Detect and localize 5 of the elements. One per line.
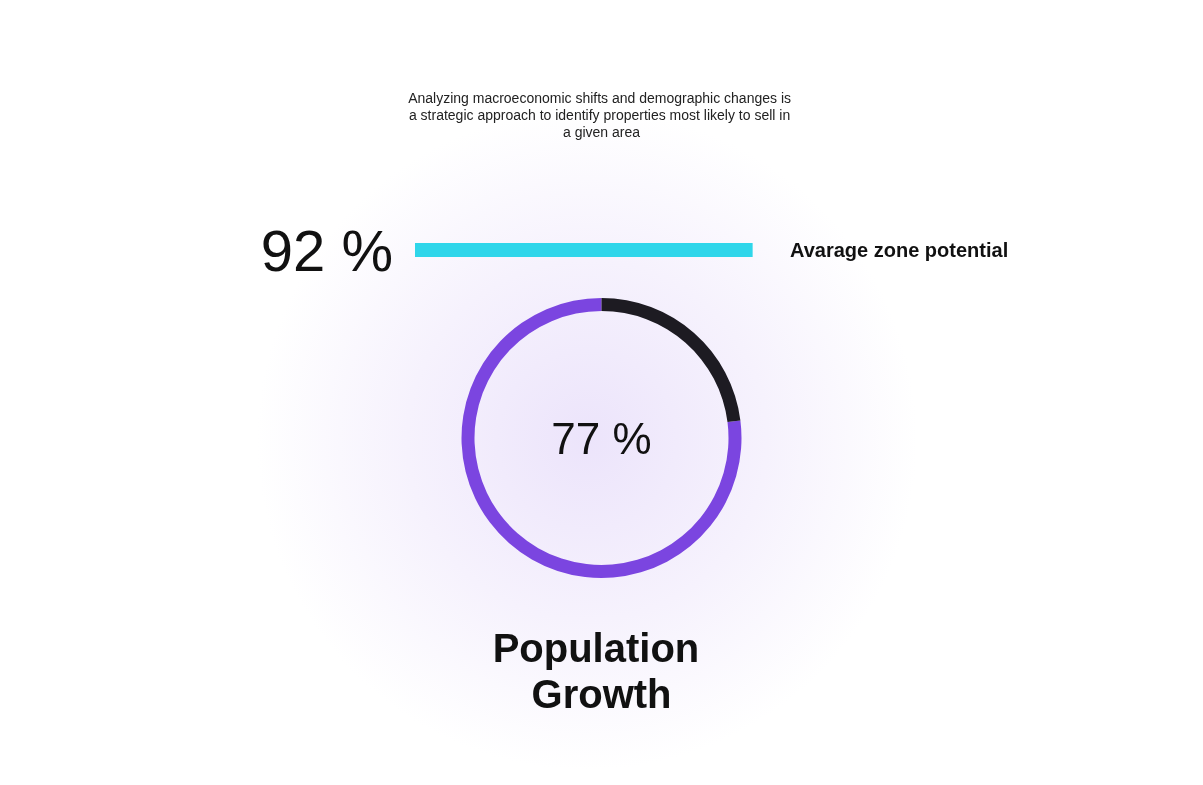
y-tick-label: Avarage zone potential (790, 239, 1009, 261)
data-label: 92 % (260, 217, 393, 283)
text: Population Growth (492, 626, 711, 716)
chart-title: Analyzing macroeconomic shifts and demographic changes is a strategic approach to identify properties most likely to sell in a given area (408, 89, 795, 140)
data-label: 77 % (551, 413, 652, 463)
